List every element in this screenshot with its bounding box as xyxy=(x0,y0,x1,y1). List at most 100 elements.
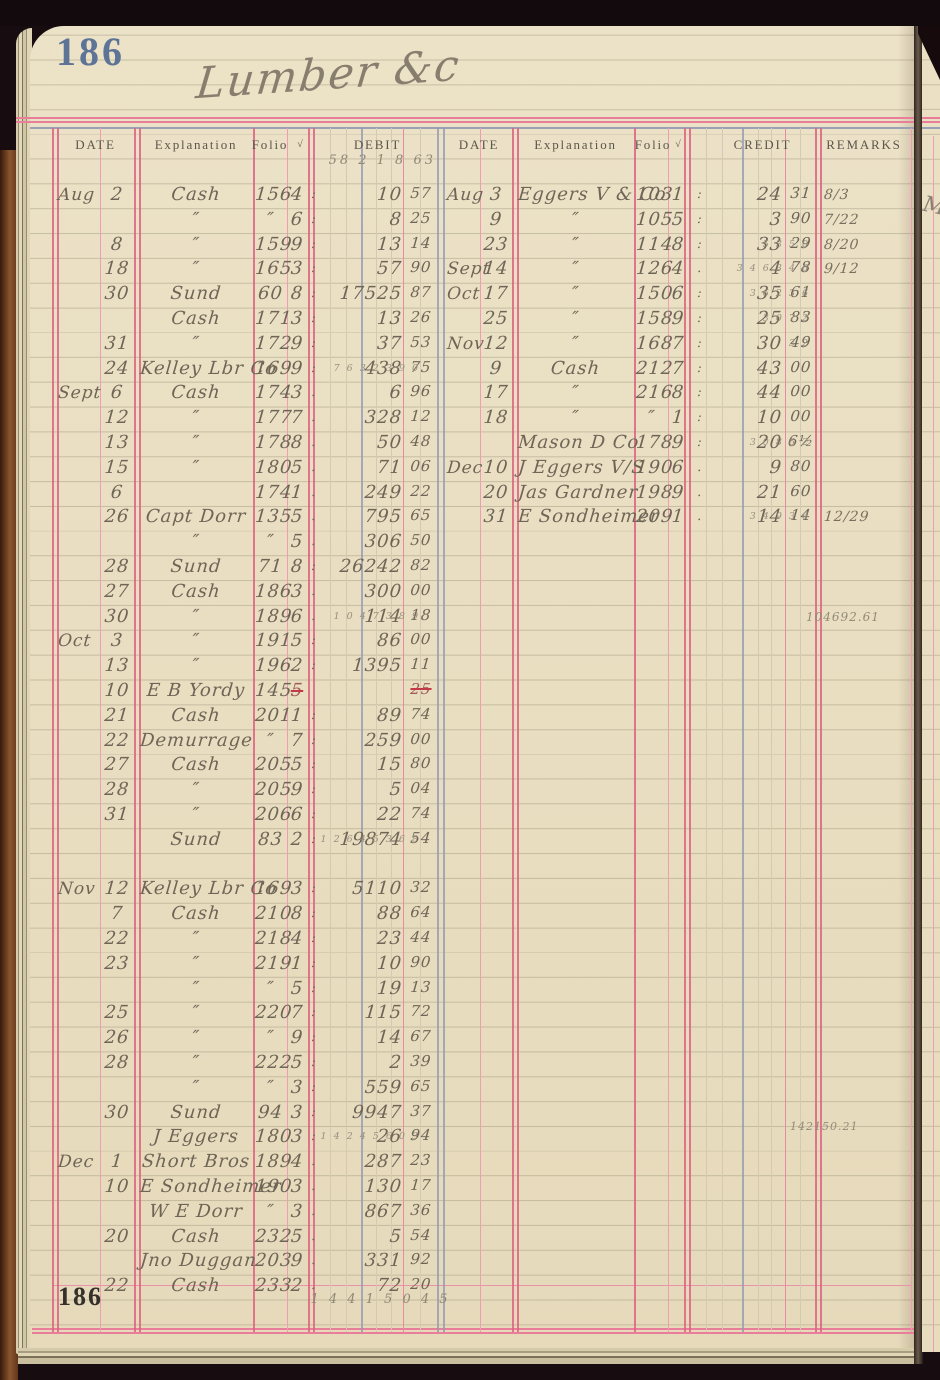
entry-day: 10 xyxy=(103,680,131,701)
entry-folio-sub: 5 xyxy=(670,208,686,230)
entry-day: 28 xyxy=(103,1052,131,1073)
entry-explanation: ″ xyxy=(570,208,581,230)
entry-remark: 12/29 xyxy=(823,509,871,526)
column-rule xyxy=(420,128,421,1332)
entry-amount-dollars: 5110 xyxy=(351,878,403,900)
entry-folio: ″ xyxy=(646,407,657,429)
entry-folio: 190 xyxy=(635,456,675,478)
ledger-row: 7 Cash 210 8:88 64 xyxy=(0,902,940,928)
entry-explanation: E Sondheimer xyxy=(517,506,661,528)
entry-explanation: ″ xyxy=(570,233,581,255)
column-rule xyxy=(313,128,315,1332)
column-rule xyxy=(771,128,772,1332)
entry-amount-cents: 37 xyxy=(409,1101,433,1120)
entry-explanation: ″ xyxy=(191,952,201,974)
entry-month: Aug xyxy=(446,185,485,205)
entry-explanation: ″ xyxy=(570,382,581,404)
entry-day: 14 xyxy=(482,258,510,280)
entry-day: 9 xyxy=(488,208,504,230)
ledger-row: 30 Sund 94 3:9947 37 xyxy=(0,1101,940,1127)
ledger-row: 31 ″ 206 6:22 74 xyxy=(0,803,940,829)
entry-explanation: Cash xyxy=(170,754,222,776)
entry-amount-dollars: 300 xyxy=(363,580,403,602)
entry-folio-sub: 1 xyxy=(289,704,305,726)
entry-amount-cents: 00 xyxy=(789,407,813,426)
entry-amount-dollars: 43 xyxy=(756,357,783,379)
column-rule xyxy=(800,128,801,1332)
ledger-row: Dec 1 Short Bros 189 4. 287 23 xyxy=(0,1150,940,1176)
ledger-row: J Eggers 180 3:26 94 1 4 2 4 5 6 0 3 xyxy=(0,1125,940,1151)
entry-folio: 189 xyxy=(254,605,294,627)
entry-folio: 233 xyxy=(254,1275,294,1297)
entry-explanation: Cash xyxy=(170,903,222,925)
entry-amount-cents: 80 xyxy=(789,456,813,475)
ledger-row: 22 Demurrage ″ 7:259 00 xyxy=(0,729,940,755)
column-rule xyxy=(758,128,759,1332)
ledger-row: 24 Kelley Lbr Co 169 9:438 75 7 6 3 2 3 9 0 xyxy=(0,357,940,383)
column-rule xyxy=(52,128,54,1332)
entry-amount-dollars: 21 xyxy=(756,481,783,503)
column-rule xyxy=(689,128,691,1332)
entry-explanation: Kelley Lbr Co xyxy=(139,878,279,900)
entry-amount-dollars: 1395 xyxy=(351,655,403,677)
header-folio-debit: Folio xyxy=(251,137,289,152)
entry-day: 25 xyxy=(482,308,510,329)
entry-folio: 198 xyxy=(635,481,675,503)
entry-folio: 219 xyxy=(254,952,294,974)
pencil-figures: 5 3 5 0 xyxy=(762,238,810,250)
entry-folio: 158 xyxy=(635,308,675,329)
entry-amount-dollars: 10 xyxy=(756,407,783,429)
entry-day: 12 xyxy=(103,878,131,900)
entry-folio-sub: 4 xyxy=(289,1151,305,1173)
table-top-rule xyxy=(16,121,914,123)
entry-folio-sub: 3 xyxy=(289,1200,305,1222)
ledger-row: Nov 12 Kelley Lbr Co 169 3:5110 32 xyxy=(0,877,940,903)
ledger-row: 23 ″ 219 1:10 90 xyxy=(0,952,940,978)
entry-amount-cents: 64 xyxy=(409,903,433,922)
entry-folio-sub: 5 xyxy=(289,754,305,776)
column-rule xyxy=(330,128,331,1332)
column-rule xyxy=(443,128,445,1332)
entry-explanation: Eggers V & Co xyxy=(517,184,668,205)
ledger-row: 28 Sund 71 8:26242 82 xyxy=(0,555,940,581)
entry-explanation: Jas Gardner xyxy=(517,481,639,503)
entry-amount-dollars: 9947 xyxy=(351,1101,403,1123)
entry-amount-dollars: 287 xyxy=(363,1151,403,1173)
entry-amount-dollars: 44 xyxy=(756,382,783,404)
entry-amount-dollars: 115 xyxy=(363,1002,403,1024)
ledger-row: Jno Duggan 203 9. 331 92 xyxy=(0,1249,940,1275)
entry-day: 23 xyxy=(482,233,510,255)
entry-folio: 222 xyxy=(254,1052,294,1073)
pencil-figures: 1 0 4 7 3 8 9 xyxy=(333,610,420,622)
entry-day: 13 xyxy=(103,655,131,677)
entry-folio: 169 xyxy=(254,878,294,900)
pencil-figures: 3 0 7 2 xyxy=(762,313,810,324)
column-rule xyxy=(346,128,347,1332)
entry-amount-dollars: 259 xyxy=(363,729,403,751)
entry-day: 22 xyxy=(103,729,131,751)
rule-line xyxy=(922,127,940,129)
header-credit: CREDIT xyxy=(733,137,792,152)
ledger-row: 26 ″ ″ 9:14 67 xyxy=(0,1026,940,1052)
page-shadow xyxy=(898,26,918,1348)
entry-explanation: Cash xyxy=(170,580,222,602)
entry-folio-sub: 5 xyxy=(289,977,305,999)
entry-explanation: ″ xyxy=(191,605,201,627)
entry-explanation: ″ xyxy=(570,308,581,329)
entry-folio: 150 xyxy=(635,283,675,305)
entry-amount-dollars: 19 xyxy=(376,977,403,999)
entry-folio: ″ xyxy=(265,531,276,553)
entry-amount-cents: 44 xyxy=(409,928,433,946)
pencil-figures: 3 0 8 6 2 xyxy=(749,437,810,448)
entry-amount-dollars: 10 xyxy=(376,952,403,974)
entry-folio-sub: 5 xyxy=(289,680,305,701)
entry-amount-cents: 72 xyxy=(409,1002,433,1021)
entry-folio: 114 xyxy=(635,233,675,255)
entry-day: 17 xyxy=(482,283,510,305)
entry-day: 22 xyxy=(103,1275,131,1297)
column-rule xyxy=(287,128,288,1332)
ledger-row: ″ ″ 5:19 13 xyxy=(0,977,940,1003)
entry-month: Oct xyxy=(446,284,482,305)
entry-amount-cents: 39 xyxy=(409,1052,433,1070)
